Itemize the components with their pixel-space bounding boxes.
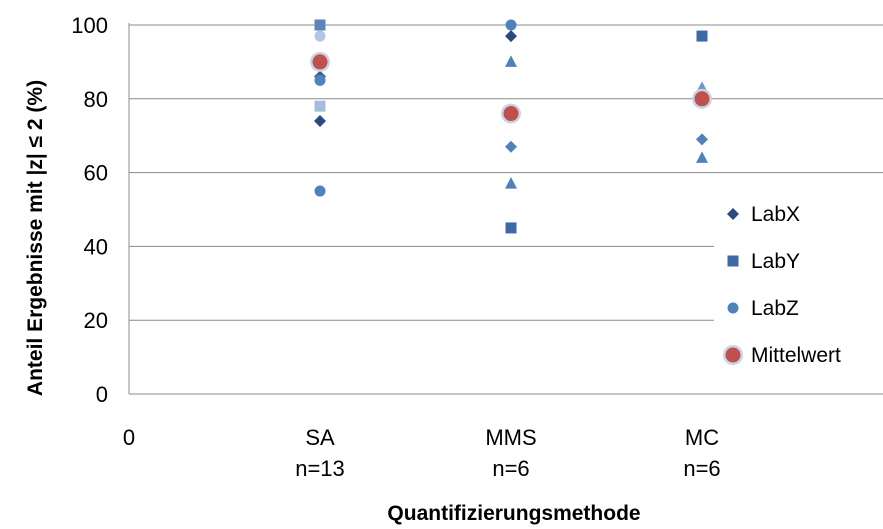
y-tick-label: 40 <box>84 234 108 259</box>
legend-label: LabY <box>751 250 800 273</box>
legend-marker-labz <box>727 302 739 314</box>
data-point-labz <box>314 74 326 86</box>
data-point-laby <box>314 19 326 31</box>
marker-core <box>725 347 741 363</box>
x-axis-title: Quantifizierungsmethode <box>387 502 640 525</box>
data-point-mittelwert <box>310 51 330 72</box>
legend: LabX LabY LabZ Mittelwert <box>714 185 883 388</box>
data-point-laby <box>505 222 517 234</box>
data-point-labz <box>314 185 326 197</box>
data-point-labx <box>505 30 517 43</box>
x-tick-sublabel: n=6 <box>683 456 720 481</box>
legend-label: LabZ <box>751 297 799 320</box>
data-point-labz <box>314 30 326 42</box>
data-point-mittelwert <box>501 103 521 124</box>
legend-label: Mittelwert <box>751 344 841 367</box>
data-point-triangle <box>696 151 708 163</box>
y-tick-labels: 0 20 40 60 80 100 <box>71 13 108 407</box>
y-tick-label: 60 <box>84 161 108 186</box>
x-tick-label: MMS <box>485 425 536 450</box>
marker-core <box>312 54 328 70</box>
marker-core <box>694 91 710 107</box>
data-point-labz <box>505 19 517 31</box>
y-tick-label: 0 <box>96 382 108 407</box>
data-point-labx <box>314 114 326 127</box>
x-tick-sublabel: n=13 <box>295 456 345 481</box>
y-axis-title: Anteil Ergebnisse mit |z| ≤ 2 (%) <box>24 80 47 396</box>
legend-label: LabX <box>751 203 800 226</box>
data-point-labx <box>696 133 708 146</box>
data-point-triangle <box>505 55 517 67</box>
legend-marker-laby <box>727 255 739 267</box>
y-tick-label: 20 <box>84 308 108 333</box>
x-tick-label: MC <box>685 425 719 450</box>
data-points <box>310 19 712 234</box>
data-point-triangle <box>505 177 517 189</box>
data-point-laby <box>696 30 708 42</box>
marker-core <box>503 106 519 122</box>
x-tick-label: SA <box>305 425 335 450</box>
y-tick-label: 80 <box>84 87 108 112</box>
data-point-laby <box>314 100 326 112</box>
data-point-labx <box>505 140 517 153</box>
y-tick-label: 100 <box>71 13 108 38</box>
x-tick-label-origin: 0 <box>123 425 135 450</box>
x-tick-sublabel: n=6 <box>492 456 529 481</box>
x-tick-labels: 0 SA n=13 MMS n=6 MC n=6 <box>123 425 721 481</box>
legend-marker-mittelwert <box>723 345 743 365</box>
data-point-mittelwert <box>692 88 712 109</box>
legend-marker-labx <box>727 208 739 220</box>
